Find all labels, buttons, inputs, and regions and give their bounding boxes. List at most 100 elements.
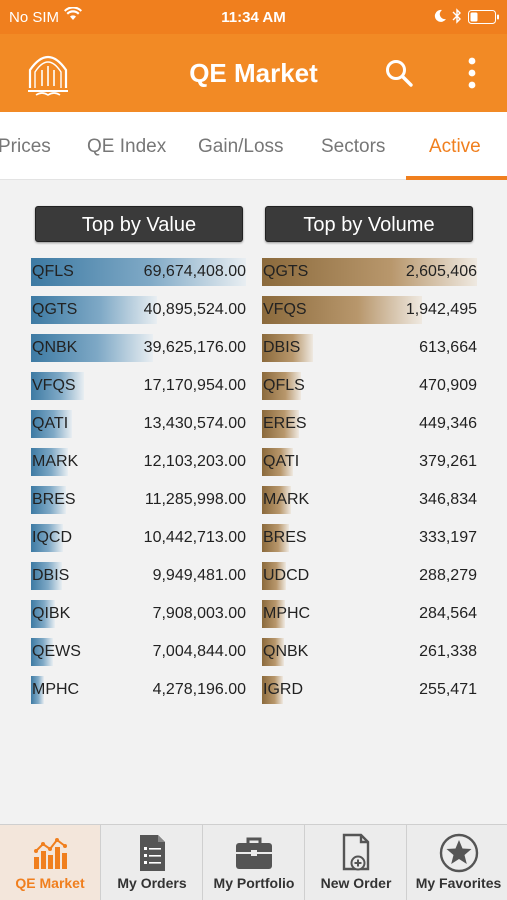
- value-symbol: QNBK: [32, 339, 78, 356]
- volume-row[interactable]: QFLS 470,909: [262, 372, 477, 400]
- value-amount: 13,430,574.00: [143, 415, 246, 432]
- volume-symbol: QATI: [263, 453, 300, 470]
- volume-row[interactable]: QNBK 261,338: [262, 638, 477, 666]
- value-bar: [31, 448, 68, 476]
- volume-row[interactable]: QGTS 2,605,406: [262, 258, 477, 286]
- tab-qe-index[interactable]: QE Index: [87, 136, 167, 157]
- search-icon[interactable]: [384, 58, 414, 88]
- volume-symbol: BRES: [263, 529, 307, 546]
- nav-new-order[interactable]: New Order: [306, 825, 407, 900]
- market-tabs: Prices QE Index Gain/Loss Sectors Active: [0, 112, 507, 180]
- value-bar: [31, 638, 53, 666]
- volume-symbol: UDCD: [263, 567, 310, 584]
- volume-bar: [262, 410, 299, 438]
- value-bar: [31, 410, 72, 438]
- value-bar: [31, 600, 55, 628]
- volume-symbol: QGTS: [263, 263, 309, 280]
- value-amount: 9,949,481.00: [152, 567, 246, 584]
- volume-row[interactable]: MARK 346,834: [262, 486, 477, 514]
- value-row[interactable]: QGTS 40,895,524.00: [31, 296, 246, 324]
- bar-chart-icon: [34, 838, 67, 869]
- volume-bar: [262, 524, 289, 552]
- value-row[interactable]: MARK 12,103,203.00: [31, 448, 246, 476]
- moon-icon: [434, 9, 446, 22]
- status-time: 11:34 AM: [221, 9, 286, 26]
- top-by-value-button[interactable]: Top by Value: [35, 206, 243, 242]
- nav-label: My Orders: [117, 875, 187, 891]
- value-row[interactable]: QIBK 7,908,003.00: [31, 600, 246, 628]
- value-bar: [31, 486, 66, 514]
- value-symbol: QGTS: [32, 301, 78, 318]
- nav-my-favorites[interactable]: My Favorites: [408, 825, 507, 900]
- value-row[interactable]: DBIS 9,949,481.00: [31, 562, 246, 590]
- value-row[interactable]: BRES 11,285,998.00: [31, 486, 246, 514]
- volume-amount: 288,279: [419, 567, 477, 584]
- nav-label: QE Market: [15, 875, 85, 891]
- nav-qe-market[interactable]: QE Market: [0, 825, 101, 900]
- volume-amount: 1,942,495: [405, 301, 477, 318]
- volume-symbol: ERES: [263, 415, 307, 432]
- volume-amount: 346,834: [419, 491, 477, 508]
- more-vert-icon[interactable]: [464, 56, 480, 90]
- volume-amount: 284,564: [419, 605, 477, 622]
- volume-row[interactable]: ERES 449,346: [262, 410, 477, 438]
- tab-active[interactable]: Active: [429, 136, 481, 157]
- volume-row[interactable]: UDCD 288,279: [262, 562, 477, 590]
- value-row[interactable]: QEWS 7,004,844.00: [31, 638, 246, 666]
- volume-bar: [262, 638, 284, 666]
- volume-amount: 449,346: [419, 415, 477, 432]
- value-row[interactable]: IQCD 10,442,713.00: [31, 524, 246, 552]
- bottom-nav: QE Market My Orders My Portfolio New Ord…: [0, 824, 507, 900]
- nav-my-orders[interactable]: My Orders: [102, 825, 203, 900]
- volume-row[interactable]: QATI 379,261: [262, 448, 477, 476]
- value-amount: 7,908,003.00: [152, 605, 246, 622]
- value-row[interactable]: QFLS 69,674,408.00: [31, 258, 246, 286]
- value-amount: 12,103,203.00: [143, 453, 246, 470]
- value-row[interactable]: MPHC 4,278,196.00: [31, 676, 246, 704]
- tab-prices[interactable]: Prices: [0, 136, 51, 157]
- value-symbol: QEWS: [32, 643, 81, 660]
- top-by-volume-button[interactable]: Top by Volume: [265, 206, 473, 242]
- orders-doc-icon: [140, 835, 165, 871]
- volume-row[interactable]: MPHC 284,564: [262, 600, 477, 628]
- volume-row[interactable]: BRES 333,197: [262, 524, 477, 552]
- tab-gain-loss[interactable]: Gain/Loss: [198, 136, 284, 157]
- value-bar: [31, 562, 62, 590]
- value-amount: 40,895,524.00: [143, 301, 246, 318]
- volume-bar: [262, 372, 301, 400]
- volume-amount: 379,261: [419, 453, 477, 470]
- volume-bar: [262, 562, 286, 590]
- value-row[interactable]: QNBK 39,625,176.00: [31, 334, 246, 362]
- battery-icon: [468, 10, 499, 24]
- value-bar: [31, 296, 157, 324]
- value-amount: 10,442,713.00: [143, 529, 246, 546]
- value-symbol: MARK: [32, 453, 79, 470]
- value-bar: [31, 372, 84, 400]
- value-amount: 17,170,954.00: [143, 377, 246, 394]
- volume-bar: [262, 258, 477, 286]
- bluetooth-icon: [452, 8, 461, 24]
- value-symbol: BRES: [32, 491, 76, 508]
- value-symbol: QIBK: [32, 605, 71, 622]
- volume-symbol: MARK: [263, 491, 310, 508]
- wifi-icon: [64, 7, 82, 20]
- arch-logo[interactable]: [26, 48, 70, 98]
- volume-row[interactable]: IGRD 255,471: [262, 676, 477, 704]
- volume-amount: 470,909: [419, 377, 477, 394]
- value-amount: 7,004,844.00: [152, 643, 246, 660]
- tab-sectors[interactable]: Sectors: [321, 136, 386, 157]
- value-row[interactable]: VFQS 17,170,954.00: [31, 372, 246, 400]
- new-order-doc-icon: [342, 833, 370, 871]
- volume-symbol: VFQS: [263, 301, 307, 318]
- volume-row[interactable]: DBIS 613,664: [262, 334, 477, 362]
- value-bar: [31, 676, 44, 704]
- volume-bar: [262, 448, 293, 476]
- value-row[interactable]: QATI 13,430,574.00: [31, 410, 246, 438]
- nav-my-portfolio[interactable]: My Portfolio: [204, 825, 305, 900]
- volume-symbol: MPHC: [263, 605, 311, 622]
- volume-row[interactable]: VFQS 1,942,495: [262, 296, 477, 324]
- value-amount: 39,625,176.00: [143, 339, 246, 356]
- value-amount: 11,285,998.00: [144, 491, 246, 508]
- active-tab-indicator: [406, 176, 507, 180]
- volume-amount: 255,471: [419, 681, 477, 698]
